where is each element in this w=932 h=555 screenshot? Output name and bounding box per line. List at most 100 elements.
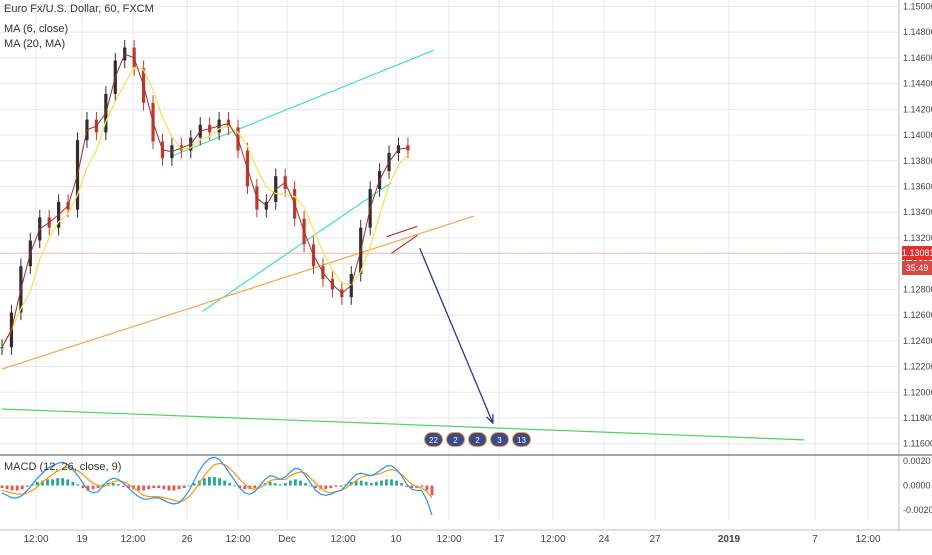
macd-line <box>1 456 433 516</box>
macd-histogram-bar <box>430 485 434 496</box>
event-badge[interactable]: 2 <box>468 432 487 447</box>
y-tick-label: 1.14600 <box>903 53 932 63</box>
channel-upper <box>172 49 435 157</box>
macd-histogram-bar <box>405 485 409 487</box>
event-badge[interactable]: 13 <box>512 432 531 447</box>
macd-histogram-bar <box>187 485 191 487</box>
macd-legend[interactable]: MACD (12, 26, close, 9) <box>4 461 122 473</box>
macd-histogram-bar <box>309 485 312 487</box>
macd-histogram-bar <box>334 485 338 487</box>
y-tick-label: 1.13600 <box>903 181 932 191</box>
macd-histogram-bar <box>314 485 318 488</box>
y-tick-label: 1.14000 <box>903 130 932 140</box>
macd-histogram-bar <box>395 480 398 486</box>
y-tick-label: 1.12800 <box>903 284 932 294</box>
x-tick-label: 12:00 <box>540 534 565 545</box>
macd-histogram-bar <box>96 485 100 488</box>
macd-histogram-bar <box>10 485 14 491</box>
y-tick-label: 1.13400 <box>903 207 932 217</box>
macd-y-tick-label: 0.0020 <box>903 456 931 466</box>
event-badge[interactable]: 2 <box>446 432 465 447</box>
projection-arrow <box>419 247 494 424</box>
macd-histogram-bar <box>76 484 80 486</box>
support-green <box>1 408 805 441</box>
macd-histogram-bar <box>268 481 272 486</box>
macd-histogram-bar <box>177 485 181 490</box>
macd-histogram-bar <box>425 485 429 491</box>
x-tick-label: 12:00 <box>330 534 355 545</box>
red-mark-upper <box>386 225 418 238</box>
macd-histogram-bar <box>167 485 171 491</box>
macd-histogram-bar <box>192 483 196 486</box>
event-badge[interactable]: 3 <box>490 432 509 447</box>
countdown-tag: 35:49 <box>902 261 932 276</box>
macd-histogram-bar <box>172 485 176 491</box>
macd-histogram-bar <box>288 480 292 486</box>
y-tick-label: 1.13200 <box>903 233 932 243</box>
macd-histogram-bar <box>233 485 237 487</box>
macd-histogram-bar <box>51 479 54 486</box>
ma-slow-legend[interactable]: MA (20, MA) <box>4 38 66 50</box>
ma-slow-line <box>1 66 409 348</box>
macd-histogram-bar <box>20 485 24 490</box>
macd-histogram-bar <box>278 484 282 486</box>
macd-histogram-bar <box>86 485 90 491</box>
macd-histogram-bar <box>329 485 333 488</box>
price-series-layer <box>0 39 410 355</box>
macd-histogram-bar <box>218 478 221 486</box>
macd-histogram-bar <box>380 480 383 486</box>
y-tick-label: 1.13800 <box>903 156 932 166</box>
macd-histogram-bar <box>142 485 146 491</box>
macd-y-tick-label: -0.0020 <box>903 505 932 515</box>
macd-histogram-bar <box>36 481 39 486</box>
macd-histogram-bar <box>15 485 19 491</box>
macd-histogram-bar <box>390 479 393 486</box>
x-tick-label: 17 <box>493 534 505 545</box>
macd-histogram-bar <box>359 480 363 486</box>
macd-histogram-bar <box>324 485 328 490</box>
y-tick-label: 1.12400 <box>903 336 932 346</box>
event-badge[interactable]: 22 <box>424 432 443 447</box>
macd-histogram-bar <box>152 485 156 488</box>
x-tick-label: 24 <box>598 534 610 545</box>
symbol-legend[interactable]: Euro Fx/U.S. Dollar, 60, FXCM <box>4 3 154 15</box>
macd-histogram-bar <box>5 485 9 490</box>
macd-histogram-bar <box>116 484 120 486</box>
y-tick-label: 1.15000 <box>903 1 932 11</box>
trendline-orange <box>1 215 475 370</box>
macd-histogram-bar <box>273 483 277 486</box>
x-tick-label: 10 <box>390 534 402 545</box>
macd-histogram-bar <box>137 485 140 491</box>
macd-histogram-bar <box>238 485 242 488</box>
macd-histogram-bar <box>410 485 414 488</box>
macd-y-tick-label: 0.0000 <box>903 481 931 491</box>
macd-layer <box>0 456 434 516</box>
ma-fast-legend[interactable]: MA (6, close) <box>4 23 69 35</box>
signal-line <box>1 462 433 503</box>
price-candle <box>0 347 4 349</box>
macd-histogram-bar <box>56 478 60 486</box>
y-tick-label: 1.12200 <box>903 362 932 372</box>
macd-histogram-bar <box>91 485 95 490</box>
x-tick-label: 2019 <box>718 534 741 545</box>
y-tick-label: 1.14400 <box>903 79 932 89</box>
event-badges: 22 2 2 3 13 <box>424 432 531 447</box>
arrow-head <box>485 414 494 425</box>
macd-histogram-bar <box>364 481 368 486</box>
macd-histogram-bar <box>374 481 378 486</box>
macd-histogram-bar <box>127 485 130 488</box>
y-tick-label: 1.14800 <box>903 27 932 37</box>
macd-histogram-bar <box>111 483 115 486</box>
macd-histogram-bar <box>294 479 297 486</box>
macd-histogram-bar <box>182 485 186 488</box>
macd-histogram-bar <box>339 485 343 487</box>
macd-histogram-bar <box>223 480 226 486</box>
x-tick-label: 12:00 <box>436 534 461 545</box>
macd-histogram-bar <box>61 478 65 486</box>
x-tick-label: 12:00 <box>120 534 145 545</box>
macd-histogram-bar <box>283 483 287 486</box>
x-tick-label: 19 <box>76 534 88 545</box>
